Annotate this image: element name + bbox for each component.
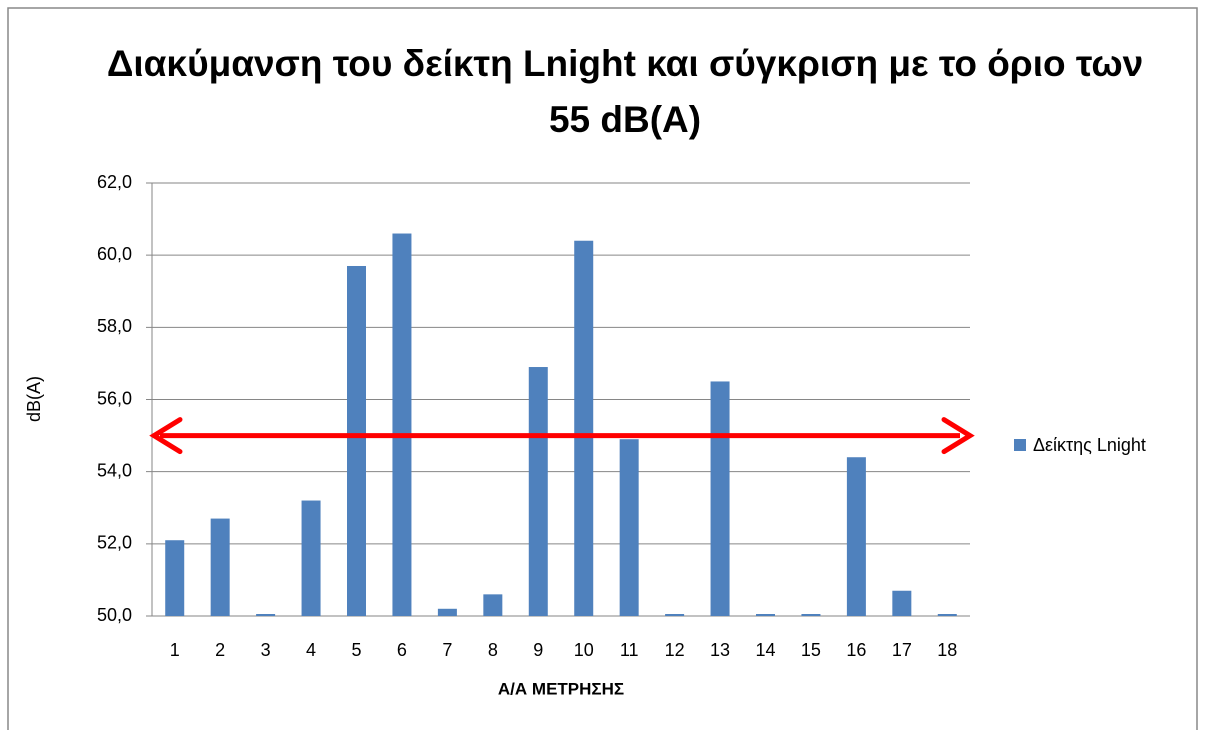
reference-arrow-left <box>149 417 183 455</box>
y-tick-label: 60,0 <box>97 244 132 264</box>
x-tick-label: 16 <box>846 640 866 660</box>
bar <box>574 240 594 616</box>
x-tick-label: 15 <box>801 640 821 660</box>
x-tick-label: 6 <box>397 640 407 660</box>
chart-border <box>7 7 1198 730</box>
bar <box>301 500 321 616</box>
x-tick-label: 18 <box>937 640 957 660</box>
bar <box>710 381 730 616</box>
x-axis-label: Α/Α ΜΕΤΡΗΣΗΣ <box>498 679 624 698</box>
bar <box>392 233 412 616</box>
bar <box>756 614 775 616</box>
bar <box>256 614 276 616</box>
y-axis-label: dB(A) <box>24 376 44 422</box>
x-tick-label: 9 <box>533 640 543 660</box>
x-tick-label: 13 <box>710 640 730 660</box>
x-tick-label: 17 <box>892 640 912 660</box>
legend-label: Δείκτης Lnight <box>1033 435 1146 455</box>
x-tick-label: 10 <box>574 640 594 660</box>
x-tick-label: 2 <box>215 640 225 660</box>
bar <box>483 594 503 616</box>
y-tick-label: 54,0 <box>97 460 132 480</box>
x-tick-label: 14 <box>755 640 775 660</box>
bar <box>801 614 821 616</box>
chart-title: Διακύμανση του δείκτη Lnight και σύγκρισ… <box>106 43 1144 140</box>
bar <box>937 614 957 616</box>
x-tick-label: 8 <box>488 640 498 660</box>
x-tick-label: 1 <box>170 640 180 660</box>
bar <box>347 265 366 616</box>
bar <box>437 608 457 616</box>
legend-swatch <box>1014 439 1026 451</box>
reference-arrow-right <box>941 417 975 455</box>
bar <box>619 439 639 616</box>
x-tick-label: 11 <box>620 640 639 660</box>
bar <box>665 614 685 616</box>
bar <box>846 457 866 616</box>
y-tick-label: 50,0 <box>97 605 132 625</box>
y-tick-label: 62,0 <box>97 172 132 192</box>
y-tick-label: 56,0 <box>97 388 132 408</box>
bar <box>210 518 230 616</box>
x-tick-label: 12 <box>665 640 685 660</box>
x-tick-label: 4 <box>306 640 316 660</box>
y-tick-label: 58,0 <box>97 316 132 336</box>
x-tick-label: 7 <box>442 640 452 660</box>
bar <box>892 590 912 616</box>
x-tick-label: 3 <box>261 640 271 660</box>
bar <box>528 367 548 616</box>
y-tick-label: 52,0 <box>97 533 132 553</box>
bar <box>165 540 185 616</box>
x-tick-label: 5 <box>351 640 361 660</box>
